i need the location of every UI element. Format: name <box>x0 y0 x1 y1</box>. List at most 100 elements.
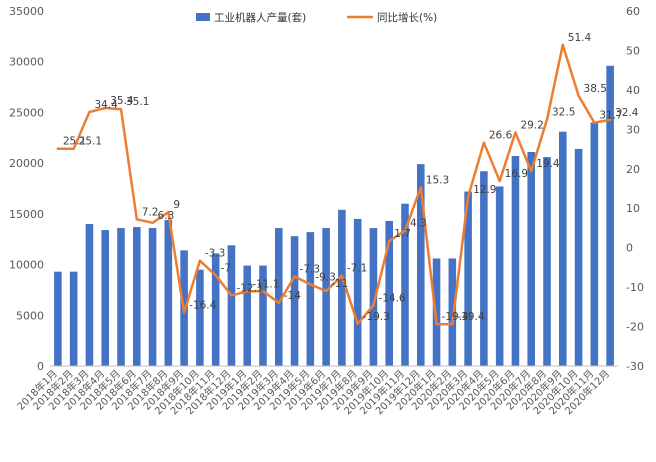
line-data-label: -14 <box>284 290 301 302</box>
bar <box>527 151 536 366</box>
bar <box>606 65 614 367</box>
line-point <box>56 147 60 150</box>
line-data-label: 29.2 <box>520 119 543 131</box>
line-point <box>293 275 296 278</box>
line-point <box>198 259 202 262</box>
right-axis-tick-label: 0 <box>626 242 633 255</box>
line-data-label: 32.5 <box>552 106 575 118</box>
line-data-label: 38.5 <box>584 83 607 95</box>
bar <box>385 220 394 366</box>
bar <box>543 157 551 366</box>
left-axis-tick-label: 10000 <box>9 259 44 272</box>
bar <box>117 228 125 366</box>
line-point <box>167 210 170 214</box>
line-data-label: 6.3 <box>158 210 175 222</box>
line-data-label: -16.4 <box>189 299 216 311</box>
line-data-label: -11 <box>331 278 348 290</box>
left-axis-tick-label: 5000 <box>16 309 44 322</box>
line-data-label: -7.1 <box>347 263 368 275</box>
line-point <box>104 106 107 110</box>
bar <box>590 122 599 366</box>
line-point <box>530 169 533 173</box>
bar <box>54 271 62 366</box>
line-data-label: 19.4 <box>536 158 560 170</box>
line-point <box>119 108 123 111</box>
right-axis-tick-label: -30 <box>626 360 644 373</box>
bar <box>558 131 567 366</box>
bar <box>101 230 110 366</box>
bar <box>322 228 330 366</box>
right-axis-tick-label: 20 <box>626 163 640 176</box>
bar <box>69 271 78 366</box>
bar <box>495 186 504 366</box>
left-axis-tick-label: 35000 <box>9 5 44 18</box>
line-point <box>498 179 501 183</box>
line-point <box>388 239 391 243</box>
x-axis: 2018年1月2018年2月2018年3月2018年4月2018年5月2018年… <box>14 365 618 417</box>
line-point <box>356 322 359 325</box>
legend-bar-swatch <box>196 13 210 21</box>
line-data-label: 26.6 <box>489 130 513 142</box>
line-point <box>309 283 312 286</box>
bar <box>211 253 220 366</box>
line-data-label: 25.1 <box>79 136 102 148</box>
line-point <box>261 289 265 293</box>
left-axis-tick-label: 20000 <box>9 157 44 170</box>
bar <box>464 191 472 366</box>
line-data-label: -9.3 <box>315 271 336 283</box>
bar <box>338 209 346 366</box>
line-data-label: 4.3 <box>410 218 427 230</box>
bar <box>432 258 441 366</box>
line-point <box>88 110 91 114</box>
right-axis-tick-label: 50 <box>626 44 640 57</box>
bar <box>243 265 252 366</box>
right-axis-tick-label: 10 <box>626 202 640 215</box>
line-point <box>277 301 280 305</box>
right-axis-tick-label: -20 <box>626 321 644 334</box>
bar <box>480 171 488 366</box>
line-point <box>182 311 186 314</box>
line-point <box>608 118 612 122</box>
line-point <box>451 322 454 326</box>
bar <box>290 236 299 366</box>
right-axis-tick-label: -10 <box>626 281 644 294</box>
line-point <box>419 186 422 189</box>
right-axis-tick-label: 60 <box>626 5 640 18</box>
legend-bar-label: 工业机器人产量(套) <box>214 11 306 24</box>
line-data-label: -19.4 <box>442 311 469 323</box>
bar <box>401 203 409 366</box>
line-data-label: -3.3 <box>205 248 226 260</box>
line-point <box>482 141 486 144</box>
legend: 工业机器人产量(套) 同比增长(%) <box>196 11 437 24</box>
line-path <box>56 43 612 326</box>
line-data-label: 16.9 <box>505 168 528 180</box>
line-data-label: 1.7 <box>394 228 411 240</box>
bar <box>196 269 204 366</box>
line-point <box>545 118 549 121</box>
bar <box>164 219 173 366</box>
bar <box>511 156 520 366</box>
bar <box>259 265 267 366</box>
left-axis: 0 5000 10000 15000 20000 25000 30000 35000 <box>9 5 44 373</box>
line-data-label: 32.4 <box>615 107 639 119</box>
right-axis-tick-label: 30 <box>626 123 640 136</box>
line-data-label: -7.3 <box>300 263 321 275</box>
line-point <box>324 289 328 293</box>
line-data-label: -12.1 <box>236 282 263 294</box>
line-data-label: 12.9 <box>473 184 496 196</box>
line-point <box>246 290 249 293</box>
bar <box>132 227 141 366</box>
bar <box>148 228 157 366</box>
bar <box>274 228 283 366</box>
bar <box>85 224 94 366</box>
line-series <box>56 43 612 326</box>
line-data-label: -7 <box>221 262 231 274</box>
line-point <box>340 274 344 277</box>
line-point <box>72 147 75 150</box>
line-data-label: -19.4 <box>457 311 484 323</box>
line-data-label: 51.4 <box>568 32 592 44</box>
bar <box>306 232 315 366</box>
legend-line-label: 同比增长(%) <box>377 11 437 24</box>
